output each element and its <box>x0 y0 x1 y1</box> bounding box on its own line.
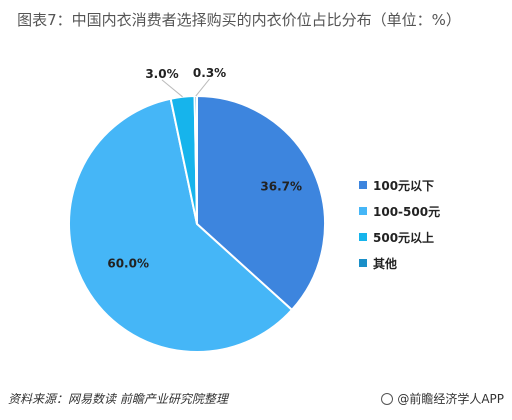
legend-label: 100元以下 <box>373 178 435 193</box>
data-label: 0.3% <box>193 66 226 80</box>
legend-swatch <box>359 233 367 241</box>
chart-title: 图表7：中国内衣消费者选择购买的内衣价位占比分布（单位：%） <box>17 11 461 29</box>
brand-label: @前瞻经济学人APP <box>397 392 504 406</box>
pie-slice <box>196 94 326 312</box>
legend-item: 500元以上 <box>359 224 440 250</box>
source-note: 资料来源：网易数读 前瞻产业研究院整理 <box>8 392 228 406</box>
data-label: 60.0% <box>107 257 149 271</box>
legend-item: 100-500元 <box>359 198 440 224</box>
brand-logo-icon <box>381 392 394 405</box>
legend: 100元以下 100-500元 500元以上 其他 <box>359 172 440 276</box>
legend-label: 500元以上 <box>373 230 435 245</box>
data-label: 36.7% <box>260 180 302 194</box>
legend-item: 其他 <box>359 250 440 276</box>
legend-swatch <box>359 207 367 215</box>
legend-label: 其他 <box>373 256 398 271</box>
data-label: 3.0% <box>145 67 178 81</box>
legend-label: 100-500元 <box>373 204 441 219</box>
label-leader-line <box>195 78 210 97</box>
legend-item: 100元以下 <box>359 172 440 198</box>
label-leader-line <box>161 79 183 98</box>
brand: @前瞻经济学人APP <box>381 390 504 407</box>
pie-slice <box>193 94 198 225</box>
legend-swatch <box>359 181 367 189</box>
pie-slice <box>68 97 294 353</box>
legend-swatch <box>359 259 367 267</box>
